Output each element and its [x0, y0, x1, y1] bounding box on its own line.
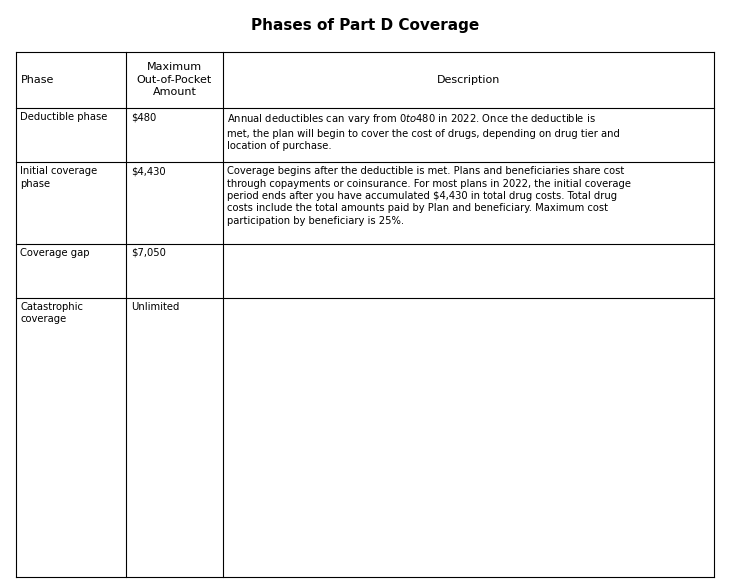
Text: $4,430: $4,430 [131, 166, 165, 176]
Text: Costs that do not help reach catastrophic coverage include monthly premiums,: Costs that do not help reach catastrophi… [227, 445, 623, 455]
Text: Deductible phase: Deductible phase [20, 112, 108, 122]
Text: Catastrophic
coverage: Catastrophic coverage [20, 302, 83, 324]
Text: covered drugs from pharmacies outside plan network, and the 75% generic: covered drugs from pharmacies outside pl… [227, 471, 605, 481]
Text: Service: Service [227, 432, 264, 442]
Text: made up of what participants pay for covered drugs and some costs that others: made up of what participants pay for cov… [227, 315, 626, 325]
Text: Unlimited: Unlimited [131, 302, 179, 312]
Text: Programs (SPAPs): Programs (SPAPs) [227, 419, 315, 429]
Text: Reached once total drug costs reach a certain amount ($4,430 for most plans).: Reached once total drug costs reach a ce… [227, 248, 622, 258]
Text: Coverage gap: Coverage gap [20, 248, 90, 258]
Text: your covered drugs for the remainder of the year. The out-of-pocket costs that: your covered drugs for the remainder of … [227, 341, 618, 351]
Text: help you reach catastrophic coverage include:1) Deductible 2) Amounts paid: help you reach catastrophic coverage inc… [227, 354, 611, 364]
Text: State Pharmaceutical Assistance: State Pharmaceutical Assistance [446, 406, 610, 416]
Text: Also known as the: Also known as the [227, 260, 321, 270]
Text: of your drugs, or $3.95 for generics and $9.85 for brand-name drugs (whichever: of your drugs, or $3.95 for generics and… [227, 497, 607, 511]
Text: , AIDS Drug Assistance Programs, and the Indian Health: , AIDS Drug Assistance Programs, and the… [315, 419, 594, 429]
Text: (including the manufacturer’s discount) purchased during the coverage gap 4): (including the manufacturer’s discount) … [227, 380, 620, 390]
Text: during the initial coverage period 3)Almost the full cost of brand-name drugs: during the initial coverage period 3)Alm… [227, 367, 612, 377]
Text: Maximum
Out-of-Pocket
Amount: Maximum Out-of-Pocket Amount [137, 62, 212, 97]
Text: plan payments toward drug costs, the cost of non-covered drugs, the cost of: plan payments toward drug costs, the cos… [227, 458, 610, 468]
Text: donut hole: donut hole [321, 260, 374, 270]
Text: Initial coverage
phase: Initial coverage phase [20, 166, 98, 189]
Text: Reached at $7,050 in out-of-pocket costs for covered drugs. This amount is: Reached at $7,050 in out-of-pocket costs… [227, 302, 603, 312]
Text: (the donut hole closed for all drugs in 2020). In: (the donut hole closed for all drugs in … [374, 260, 613, 270]
Text: is greater).: is greater). [227, 510, 282, 520]
Text: the coverage gap participants are responsible for 25% of the cost of drugs.: the coverage gap participants are respon… [227, 274, 603, 284]
Text: pay. During this period, you pay significantly lower copays or coinsurance for: pay. During this period, you pay signifi… [227, 328, 612, 338]
Text: Phase: Phase [20, 75, 54, 85]
Text: Amounts paid by others, including family members, most charities, and other: Amounts paid by others, including family… [227, 393, 615, 403]
Text: Phases of Part D Coverage: Phases of Part D Coverage [251, 18, 479, 33]
Text: $480: $480 [131, 112, 156, 122]
Text: discount. During catastrophic coverage, participants pay 5% of the cost for each: discount. During catastrophic coverage, … [227, 484, 630, 494]
Text: persons on your behalf 5) Amounts paid by: persons on your behalf 5) Amounts paid b… [227, 406, 446, 416]
Text: $7,050: $7,050 [131, 248, 166, 258]
Text: Description: Description [437, 75, 500, 85]
Text: Annual deductibles can vary from $0 to $480 in 2022. Once the deductible is
met,: Annual deductibles can vary from $0 to $… [227, 112, 620, 151]
Text: Coverage begins after the deductible is met. Plans and beneficiaries share cost
: Coverage begins after the deductible is … [227, 166, 631, 226]
